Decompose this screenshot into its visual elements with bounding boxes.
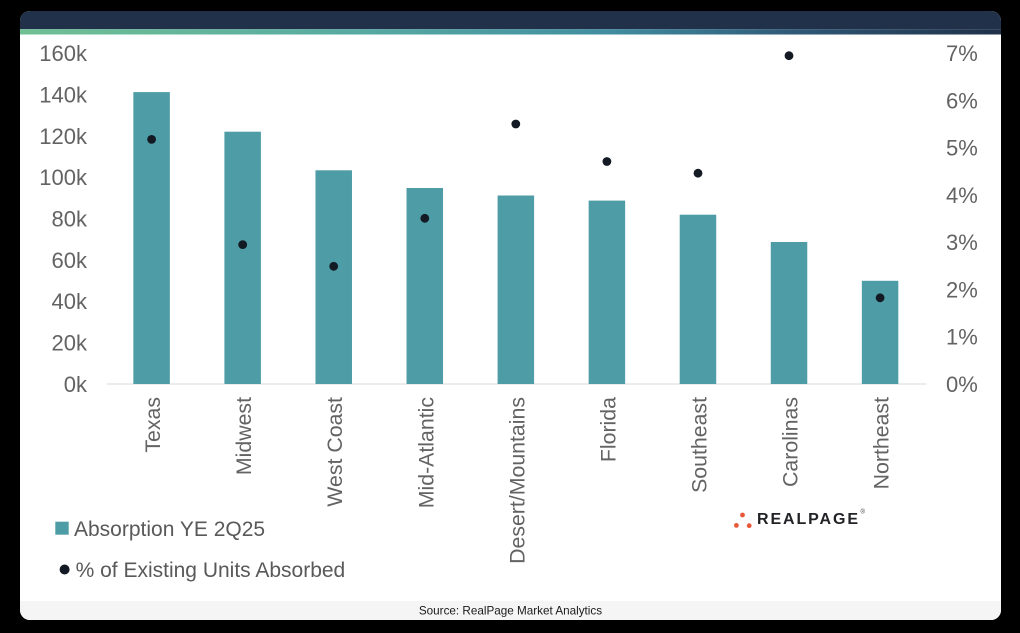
svg-text:Absorption YE 2Q25: Absorption YE 2Q25 (74, 518, 265, 541)
svg-text:Northeast: Northeast (870, 397, 894, 489)
svg-text:160k: 160k (39, 41, 88, 66)
svg-text:100k: 100k (39, 165, 88, 190)
svg-text:120k: 120k (39, 124, 88, 149)
svg-text:0k: 0k (64, 372, 88, 397)
svg-text:Carolinas: Carolinas (779, 397, 803, 487)
svg-text:®: ® (861, 509, 866, 516)
svg-text:REALPAGE: REALPAGE (757, 511, 860, 528)
svg-text:Texas: Texas (141, 397, 165, 453)
svg-text:Desert/Mountains: Desert/Mountains (505, 397, 529, 564)
svg-text:Southeast: Southeast (688, 397, 712, 493)
svg-text:Florida: Florida (596, 397, 620, 462)
svg-text:2%: 2% (946, 277, 978, 302)
svg-text:20k: 20k (52, 331, 88, 356)
svg-text:0%: 0% (946, 372, 978, 397)
svg-text:Midwest: Midwest (232, 397, 256, 475)
svg-text:7%: 7% (946, 41, 978, 66)
svg-text:80k: 80k (52, 207, 88, 232)
svg-text:1%: 1% (946, 325, 978, 350)
svg-text:60k: 60k (52, 248, 88, 273)
svg-text:140k: 140k (39, 82, 88, 107)
svg-text:Source: RealPage Market Analyt: Source: RealPage Market Analytics (419, 605, 602, 618)
svg-text:4%: 4% (946, 183, 978, 208)
svg-text:% of Existing Units Absorbed: % of Existing Units Absorbed (76, 559, 346, 582)
svg-text:5%: 5% (946, 136, 978, 161)
svg-text:West Coast: West Coast (323, 397, 347, 507)
svg-text:Mid-Atlantic: Mid-Atlantic (414, 397, 438, 509)
svg-text:3%: 3% (946, 230, 978, 255)
svg-text:40k: 40k (52, 289, 88, 314)
svg-text:6%: 6% (946, 88, 978, 113)
